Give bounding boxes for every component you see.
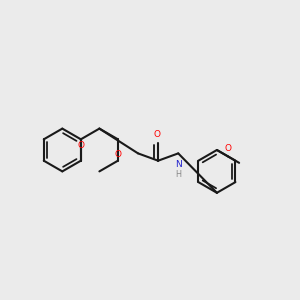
- Text: O: O: [77, 141, 84, 150]
- Text: O: O: [224, 144, 232, 153]
- Text: O: O: [114, 150, 122, 159]
- Text: H: H: [175, 170, 181, 179]
- Text: O: O: [153, 130, 160, 139]
- Text: N: N: [175, 160, 181, 169]
